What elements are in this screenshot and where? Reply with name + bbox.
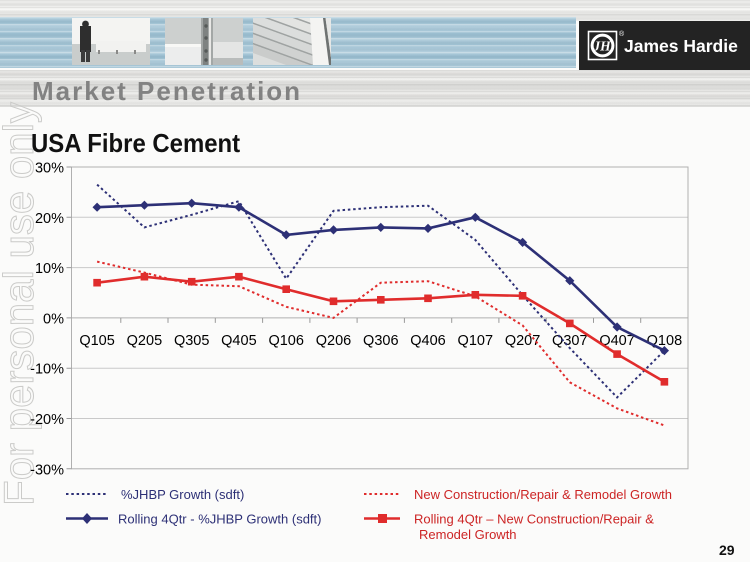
svg-text:-30%: -30%	[30, 462, 64, 478]
svg-text:-20%: -20%	[30, 412, 64, 428]
svg-text:Q107: Q107	[458, 333, 493, 349]
svg-text:Q305: Q305	[174, 333, 209, 349]
svg-text:Q306: Q306	[363, 333, 398, 349]
svg-text:-10%: -10%	[30, 362, 64, 378]
svg-text:Rolling 4Qtr – New Constructio: Rolling 4Qtr – New Construction/Repair &	[414, 512, 654, 527]
svg-text:Q406: Q406	[410, 333, 445, 349]
svg-text:Q206: Q206	[316, 333, 351, 349]
svg-text:Q407: Q407	[599, 333, 634, 349]
svg-text:20%: 20%	[35, 211, 64, 227]
svg-text:Rolling 4Qtr - %JHBP Growth (s: Rolling 4Qtr - %JHBP Growth (sdft)	[118, 512, 321, 527]
svg-text:Q105: Q105	[79, 333, 114, 349]
svg-text:Remodel Growth: Remodel Growth	[419, 527, 517, 542]
svg-text:Q207: Q207	[505, 333, 540, 349]
svg-text:Q307: Q307	[552, 333, 587, 349]
svg-text:New Construction/Repair & Remo: New Construction/Repair & Remodel Growth	[414, 487, 672, 502]
svg-text:Q106: Q106	[268, 333, 303, 349]
svg-text:%JHBP Growth (sdft): %JHBP Growth (sdft)	[121, 487, 244, 502]
svg-text:30%: 30%	[35, 161, 64, 177]
svg-text:Q205: Q205	[127, 333, 162, 349]
svg-text:0%: 0%	[43, 311, 64, 327]
svg-text:JH: JH	[592, 39, 611, 54]
svg-text:James Hardie: James Hardie	[624, 36, 738, 56]
svg-text:Q405: Q405	[221, 333, 256, 349]
svg-text:®: ®	[619, 30, 625, 38]
svg-text:10%: 10%	[35, 261, 64, 277]
